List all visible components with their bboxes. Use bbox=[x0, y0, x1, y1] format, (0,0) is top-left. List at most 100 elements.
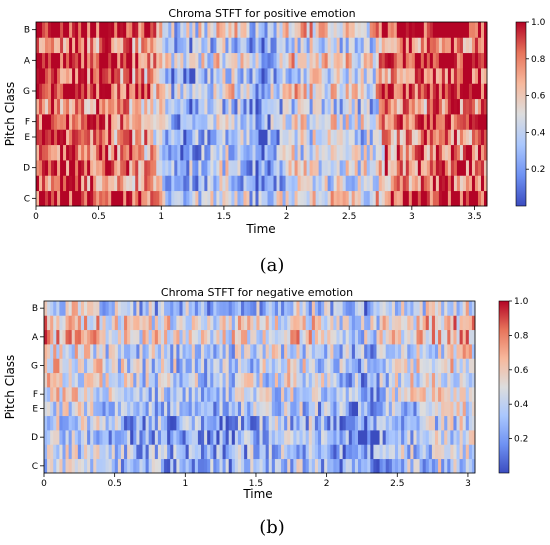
heatmap-cell bbox=[71, 358, 76, 374]
heatmap-cell bbox=[150, 160, 154, 176]
heatmap-cell bbox=[262, 387, 267, 402]
heatmap-cell bbox=[78, 144, 82, 161]
heatmap-cell bbox=[77, 372, 82, 388]
heatmap-cell bbox=[51, 68, 55, 84]
heatmap-cell bbox=[382, 315, 387, 331]
heatmap-cell bbox=[336, 160, 341, 176]
heatmap-cell bbox=[391, 387, 396, 402]
heatmap-cell bbox=[459, 83, 464, 100]
heatmap-cell bbox=[303, 190, 307, 207]
heatmap-cell bbox=[299, 329, 303, 345]
heatmap-cell bbox=[47, 415, 51, 431]
heatmap-cell bbox=[53, 387, 57, 402]
heatmap-cell bbox=[363, 160, 368, 176]
heatmap-cell bbox=[312, 190, 317, 207]
heatmap-cell bbox=[285, 160, 289, 176]
heatmap-cell bbox=[87, 160, 91, 176]
heatmap-cell bbox=[351, 387, 356, 402]
colorbar-tick-label: 0.6 bbox=[514, 366, 529, 376]
heatmap-cell bbox=[153, 52, 157, 69]
heatmap-cell bbox=[468, 37, 473, 54]
heatmap-cell bbox=[483, 144, 488, 161]
heatmap-cell bbox=[425, 344, 430, 359]
heatmap-cell bbox=[141, 83, 145, 100]
heatmap-cell bbox=[241, 444, 245, 460]
heatmap-cell bbox=[324, 83, 329, 100]
heatmap-cell bbox=[281, 430, 285, 445]
heatmap-cell bbox=[465, 144, 470, 161]
heatmap-cell bbox=[441, 98, 446, 115]
heatmap-cell bbox=[63, 144, 67, 161]
heatmap-cell bbox=[135, 129, 139, 146]
heatmap-cell bbox=[216, 444, 220, 460]
heatmap-cell bbox=[327, 458, 331, 474]
heatmap-cell bbox=[282, 68, 286, 84]
heatmap-cell bbox=[191, 430, 196, 445]
heatmap-cell bbox=[431, 415, 436, 431]
heatmap-cell bbox=[117, 387, 122, 402]
heatmap-cell bbox=[453, 22, 458, 38]
heatmap-cell bbox=[385, 387, 390, 402]
heatmap-cell bbox=[306, 160, 311, 176]
heatmap-cell bbox=[345, 444, 350, 460]
heatmap-cell bbox=[309, 114, 314, 130]
heatmap-cell bbox=[144, 22, 148, 38]
heatmap-cell bbox=[47, 430, 51, 445]
heatmap-cell bbox=[108, 129, 112, 146]
x-tick-label: 2 bbox=[324, 479, 330, 489]
heatmap-cell bbox=[256, 387, 260, 402]
heatmap-cell bbox=[271, 458, 276, 474]
heatmap-cell bbox=[354, 430, 359, 445]
heatmap-cell bbox=[111, 387, 116, 402]
heatmap-cell bbox=[394, 444, 399, 460]
heatmap-cell bbox=[258, 175, 262, 192]
heatmap-cell bbox=[396, 22, 401, 38]
heatmap-cell bbox=[105, 430, 110, 445]
heatmap-cell bbox=[364, 301, 368, 316]
heatmap-cell bbox=[111, 37, 115, 54]
heatmap-cell bbox=[474, 190, 479, 207]
heatmap-cell bbox=[465, 415, 470, 431]
heatmap-cell bbox=[348, 430, 353, 445]
heatmap-cell bbox=[201, 175, 205, 192]
heatmap-cell bbox=[401, 430, 405, 445]
heatmap-cell bbox=[250, 329, 254, 345]
heatmap-cell bbox=[447, 22, 452, 38]
heatmap-cell bbox=[330, 37, 335, 54]
heatmap-cell bbox=[144, 175, 148, 192]
heatmap-cell bbox=[234, 190, 238, 207]
heatmap-cell bbox=[408, 22, 413, 38]
heatmap-cell bbox=[176, 372, 180, 388]
heatmap-cell bbox=[123, 175, 127, 192]
heatmap-cell bbox=[84, 144, 88, 161]
heatmap-cell bbox=[74, 430, 79, 445]
heatmap-cell bbox=[444, 315, 448, 331]
heatmap-cell bbox=[147, 175, 151, 192]
heatmap-cell bbox=[264, 129, 268, 146]
heatmap-cell bbox=[124, 430, 128, 445]
heatmap-cell bbox=[36, 144, 40, 161]
heatmap-cell bbox=[438, 315, 442, 331]
heatmap-cell bbox=[314, 372, 319, 388]
heatmap-cell bbox=[48, 190, 52, 207]
heatmap-cell bbox=[241, 387, 245, 402]
heatmap-cell bbox=[429, 160, 434, 176]
heatmap-cell bbox=[422, 444, 427, 460]
heatmap-cell bbox=[216, 83, 220, 100]
heatmap-cell bbox=[456, 358, 461, 374]
heatmap-cell bbox=[303, 175, 307, 192]
heatmap-cell bbox=[351, 98, 356, 115]
heatmap-cell bbox=[81, 144, 85, 161]
heatmap-cell bbox=[51, 52, 55, 69]
heatmap-cell bbox=[471, 37, 476, 54]
heatmap-cell bbox=[426, 160, 431, 176]
heatmap-cell bbox=[186, 190, 190, 207]
heatmap-cell bbox=[219, 68, 223, 84]
heatmap-cell bbox=[290, 444, 294, 460]
heatmap-cell bbox=[351, 301, 356, 316]
heatmap-cell bbox=[411, 83, 416, 100]
heatmap-cell bbox=[259, 387, 263, 402]
heatmap-cell bbox=[425, 430, 430, 445]
heatmap-cell bbox=[234, 160, 238, 176]
